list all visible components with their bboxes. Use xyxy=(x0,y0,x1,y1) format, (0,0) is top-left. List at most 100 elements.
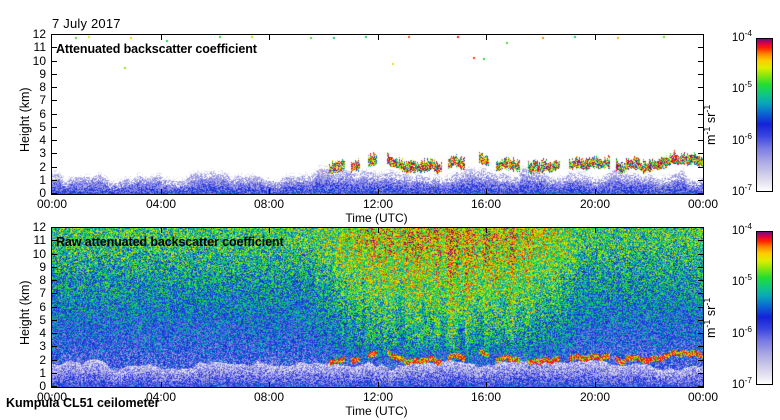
y-tick-label: 9 xyxy=(39,66,46,81)
y-tick-mark-right xyxy=(698,34,703,35)
y-tick-mark xyxy=(52,346,57,347)
x-tick-mark xyxy=(595,189,596,194)
x-tick-label: 08:00 xyxy=(253,390,285,404)
x-tick-label: 12:00 xyxy=(362,197,394,211)
x-axis-label-panel1: Time (UTC) xyxy=(345,211,408,225)
y-tick-mark-right xyxy=(698,333,703,334)
y-tick-label: 10 xyxy=(32,53,46,68)
colorbar-tick-exponent: -4 xyxy=(744,222,752,232)
x-tick-label: 16:00 xyxy=(470,197,502,211)
y-tick-mark-right xyxy=(698,153,703,154)
y-tick-mark xyxy=(52,267,57,268)
y-tick-label: 0 xyxy=(39,186,46,200)
unit-m-exponent: -1 xyxy=(701,319,712,328)
y-tick-mark-right xyxy=(698,227,703,228)
x-tick-label: 16:00 xyxy=(470,390,502,404)
x-tick-mark xyxy=(378,189,379,194)
x-tick-mark xyxy=(269,189,270,194)
x-tick-mark xyxy=(378,382,379,387)
x-tick-mark-top xyxy=(486,35,487,40)
colorbar-tick-label: 10-6 xyxy=(720,325,752,340)
y-tick-label: 8 xyxy=(39,80,46,94)
x-axis-label-panel2: Time (UTC) xyxy=(345,404,408,418)
colorbar-tick-label: 10-5 xyxy=(720,81,752,96)
x-tick-label: 08:00 xyxy=(253,197,285,211)
x-tick-mark-top xyxy=(378,228,379,233)
colorbar-tick-mantissa: 10 xyxy=(731,83,745,96)
y-tick-mark xyxy=(52,167,57,168)
colorbar-tick-exponent: -4 xyxy=(744,29,752,39)
y-tick-label: 2 xyxy=(39,159,46,174)
y-tick-mark-right xyxy=(698,386,703,387)
y-tick-mark xyxy=(52,386,57,387)
unit-sr-exponent: -1 xyxy=(701,297,712,306)
unit-m: m xyxy=(704,134,718,145)
y-tick-mark-right xyxy=(698,114,703,115)
y-tick-mark xyxy=(52,293,57,294)
x-tick-label: 00:00 xyxy=(36,197,68,211)
y-tick-mark-right xyxy=(698,293,703,294)
unit-sr-exponent: -1 xyxy=(701,104,712,113)
y-tick-mark xyxy=(52,100,57,101)
colorbar-panel1 xyxy=(756,38,773,192)
y-tick-mark-right xyxy=(698,74,703,75)
y-tick-mark-right xyxy=(698,254,703,255)
y-tick-mark xyxy=(52,280,57,281)
colorbar-tick-exponent: -6 xyxy=(744,131,752,141)
unit-sr: sr xyxy=(704,305,718,317)
y-tick-mark xyxy=(52,180,57,181)
y-tick-mark xyxy=(52,373,57,374)
y-tick-label: 1 xyxy=(39,365,46,380)
x-tick-mark-top xyxy=(161,35,162,40)
y-tick-mark-right xyxy=(698,140,703,141)
y-tick-label: 3 xyxy=(39,146,46,161)
colorbar-gradient-panel1 xyxy=(757,39,772,191)
x-tick-mark-top xyxy=(595,35,596,40)
x-tick-mark-top xyxy=(378,35,379,40)
x-tick-mark-top xyxy=(269,228,270,233)
y-tick-label: 11 xyxy=(33,40,46,55)
x-tick-mark-top xyxy=(161,228,162,233)
y-tick-mark xyxy=(52,61,57,62)
y-tick-mark xyxy=(52,140,57,141)
y-tick-mark-right xyxy=(698,61,703,62)
site-caption: Kumpula CL51 ceilometer xyxy=(6,396,160,410)
y-tick-label: 5 xyxy=(39,312,46,327)
unit-sr: sr xyxy=(704,112,718,124)
y-tick-label: 7 xyxy=(39,286,46,301)
y-tick-mark-right xyxy=(698,320,703,321)
y-tick-mark xyxy=(52,153,57,154)
y-tick-mark-right xyxy=(698,180,703,181)
y-tick-label: 12 xyxy=(32,220,46,234)
y-tick-mark xyxy=(52,320,57,321)
colorbar-tick-label: 10-7 xyxy=(720,184,752,198)
x-tick-mark xyxy=(486,189,487,194)
x-tick-label: 12:00 xyxy=(362,390,394,404)
y-tick-mark xyxy=(52,227,57,228)
attenuated-backscatter-heatmap xyxy=(52,35,703,194)
x-tick-label: 00:00 xyxy=(687,197,719,211)
y-tick-mark-right xyxy=(698,127,703,128)
y-tick-mark-right xyxy=(698,167,703,168)
x-tick-mark xyxy=(161,382,162,387)
y-tick-mark xyxy=(52,114,57,115)
y-tick-mark xyxy=(52,360,57,361)
colorbar-tick-mantissa: 10 xyxy=(731,327,745,340)
unit-m-exponent: -1 xyxy=(701,126,712,135)
y-tick-label: 12 xyxy=(32,27,46,41)
y-tick-label: 4 xyxy=(39,133,46,147)
y-tick-label: 5 xyxy=(39,119,46,134)
y-tick-label: 11 xyxy=(33,233,46,248)
y-tick-label: 0 xyxy=(39,379,46,393)
y-tick-mark-right xyxy=(698,280,703,281)
colorbar-tick-mantissa: 10 xyxy=(731,134,745,147)
panel-attenuated-backscatter xyxy=(51,34,704,195)
colorbar-tick-mantissa: 10 xyxy=(731,32,745,44)
y-tick-label: 2 xyxy=(39,352,46,367)
x-tick-mark xyxy=(161,189,162,194)
x-tick-mark xyxy=(269,382,270,387)
y-tick-mark-right xyxy=(698,240,703,241)
y-tick-mark-right xyxy=(698,100,703,101)
y-tick-label: 6 xyxy=(39,106,46,121)
